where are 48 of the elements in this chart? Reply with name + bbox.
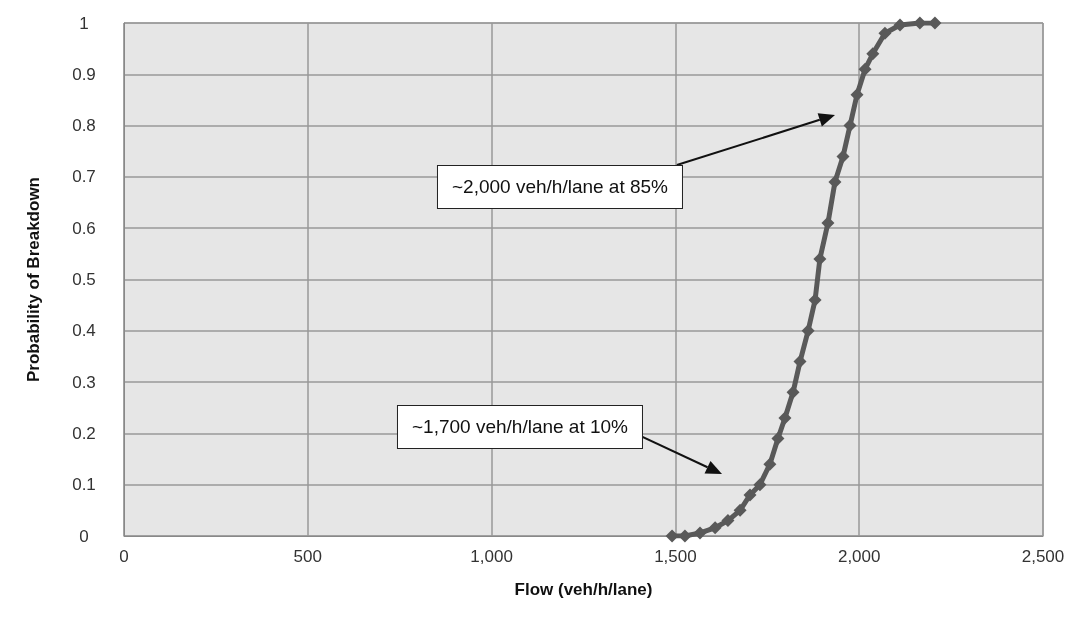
point xyxy=(678,529,692,543)
y-tick-label: 0.2 xyxy=(72,423,96,443)
annotation: ~2,000 veh/h/lane at 85% xyxy=(436,165,684,209)
point xyxy=(763,457,777,471)
point xyxy=(708,521,722,535)
annotation: ~1,700 veh/h/lane at 10% xyxy=(396,405,644,449)
point xyxy=(733,503,747,517)
point xyxy=(693,526,707,540)
point xyxy=(866,47,880,61)
x-tick-label: 1,000 xyxy=(470,547,513,566)
y-tick-label: 0.8 xyxy=(72,116,96,136)
point xyxy=(836,149,850,163)
point xyxy=(828,175,842,189)
point xyxy=(850,88,864,102)
x-axis-title: Flow (veh/h/lane) xyxy=(514,580,653,599)
point xyxy=(878,26,892,40)
point xyxy=(753,478,767,492)
point xyxy=(801,324,815,338)
point xyxy=(778,411,792,425)
y-tick-label: 0 xyxy=(79,526,89,546)
point xyxy=(928,16,942,30)
point xyxy=(743,488,757,502)
y-tick-label: 0.3 xyxy=(72,372,96,392)
y-tick-label: 0.4 xyxy=(72,321,96,341)
point xyxy=(665,529,679,543)
point xyxy=(858,62,872,76)
y-axis-title: Probability of Breakdown xyxy=(24,177,43,382)
x-tick-label: 1,500 xyxy=(654,547,697,566)
point xyxy=(821,216,835,230)
y-tick-label: 0.5 xyxy=(72,270,96,289)
point xyxy=(913,16,927,30)
y-tick-label: 1 xyxy=(79,13,89,33)
point xyxy=(721,514,735,528)
point xyxy=(893,18,907,32)
y-tick-label: 0.7 xyxy=(72,167,96,187)
x-tick-label: 2,000 xyxy=(837,547,881,566)
y-tick-label: 0.9 xyxy=(72,64,96,84)
y-tick-label: 0.6 xyxy=(72,218,96,238)
x-tick-label: 2,500 xyxy=(1021,547,1065,566)
x-tick-label: 0 xyxy=(119,547,129,566)
point xyxy=(786,385,800,399)
x-tick-label: 500 xyxy=(293,547,322,566)
point xyxy=(843,119,857,133)
y-tick-label: 0.1 xyxy=(72,475,96,495)
point xyxy=(771,432,785,446)
point xyxy=(793,355,807,369)
point xyxy=(813,252,827,266)
point xyxy=(808,293,822,307)
